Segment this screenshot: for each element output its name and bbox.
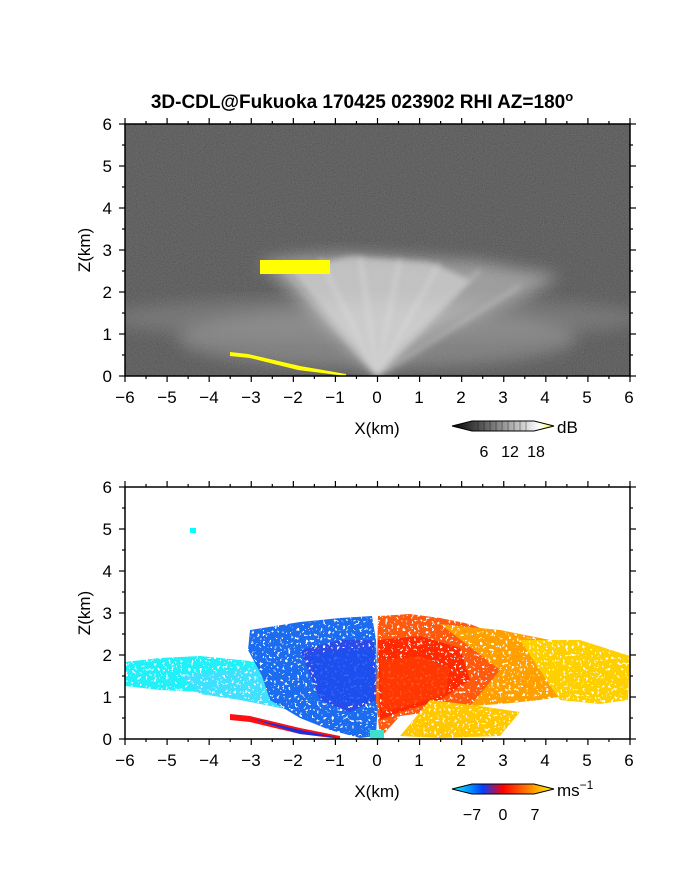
colorbar-tick-label: 0 (499, 807, 508, 824)
velocity-x-tick-labels: −6 −5 −4 −3 −2 −1 0 1 2 3 4 5 6 (115, 751, 633, 770)
y-tick-label: 4 (103, 199, 112, 218)
reflectivity-x-tick-labels: −6 −5 −4 −3 −2 −1 0 1 2 3 4 5 6 (115, 388, 633, 407)
x-tick-label: 4 (540, 388, 549, 407)
y-tick-label: 4 (103, 562, 112, 581)
velocity-ticks (119, 481, 636, 745)
x-tick-label: 6 (624, 751, 633, 770)
x-tick-label: 5 (582, 751, 591, 770)
velocity-panel: −6 −5 −4 −3 −2 −1 0 1 2 3 4 5 6 0 1 2 3 … (75, 478, 636, 824)
reflectivity-y-axis-label: Z(km) (75, 228, 94, 272)
velocity-colorbar-unit: ms−1 (557, 778, 594, 800)
reflectivity-y-tick-labels: 0 1 2 3 4 5 6 (103, 115, 112, 386)
velocity-y-axis-label: Z(km) (75, 591, 94, 635)
y-tick-label: 0 (103, 367, 112, 386)
x-tick-label: −2 (283, 751, 302, 770)
x-tick-label: −4 (199, 388, 218, 407)
reflectivity-x-axis-label: X(km) (354, 419, 399, 438)
colorbar-tick-label: −7 (463, 807, 481, 824)
x-tick-label: 1 (414, 751, 423, 770)
velocity-y-tick-labels: 0 1 2 3 4 5 6 (103, 478, 112, 749)
velocity-image (125, 487, 630, 739)
y-tick-label: 6 (103, 478, 112, 497)
x-tick-label: 2 (456, 751, 465, 770)
x-tick-label: −6 (115, 751, 134, 770)
velocity-colorbar: ms−1 −7 0 7 (451, 778, 594, 824)
x-tick-label: −1 (325, 751, 344, 770)
x-tick-label: 3 (498, 751, 507, 770)
y-tick-label: 1 (103, 325, 112, 344)
x-tick-label: −3 (241, 388, 260, 407)
colorbar-tick-label: 7 (531, 807, 540, 824)
velocity-colorbar-bar (451, 783, 555, 795)
colorbar-tick-label: 6 (480, 444, 489, 461)
x-tick-label: 4 (540, 751, 549, 770)
yellow-streak (230, 352, 346, 376)
x-tick-label: 5 (582, 388, 591, 407)
x-tick-label: 1 (414, 388, 423, 407)
y-tick-label: 3 (103, 604, 112, 623)
y-tick-label: 3 (103, 241, 112, 260)
reflectivity-colorbar-bar (451, 420, 555, 432)
y-tick-label: 5 (103, 157, 112, 176)
x-tick-label: −3 (241, 751, 260, 770)
x-tick-label: −2 (283, 388, 302, 407)
y-tick-label: 0 (103, 730, 112, 749)
y-tick-label: 2 (103, 646, 112, 665)
figure-title: 3D-CDL@Fukuoka 170425 023902 RHI AZ=180o (151, 89, 573, 113)
x-tick-label: 2 (456, 388, 465, 407)
y-tick-label: 1 (103, 688, 112, 707)
y-tick-label: 6 (103, 115, 112, 134)
x-tick-label: 3 (498, 388, 507, 407)
y-tick-label: 2 (103, 283, 112, 302)
reflectivity-colorbar-unit: dB (557, 418, 578, 437)
x-tick-label: 0 (372, 388, 381, 407)
x-tick-label: 0 (372, 751, 381, 770)
x-tick-label: −4 (199, 751, 218, 770)
velocity-x-axis-label: X(km) (354, 782, 399, 801)
x-tick-label: −6 (115, 388, 134, 407)
reflectivity-ticks (119, 118, 636, 382)
x-tick-label: 6 (624, 388, 633, 407)
isolated-cyan-point (190, 528, 196, 533)
reflectivity-colorbar: dB 6 12 18 (451, 418, 578, 461)
yellow-band (260, 260, 330, 274)
x-tick-label: −1 (325, 388, 344, 407)
colorbar-tick-label: 18 (527, 444, 545, 461)
colorbar-tick-label: 12 (501, 444, 519, 461)
reflectivity-panel: −6 −5 −4 −3 −2 −1 0 1 2 3 4 5 6 0 1 2 3 … (75, 115, 636, 461)
x-tick-label: −5 (157, 388, 176, 407)
y-tick-label: 5 (103, 520, 112, 539)
x-tick-label: −5 (157, 751, 176, 770)
reflectivity-image (125, 124, 630, 376)
